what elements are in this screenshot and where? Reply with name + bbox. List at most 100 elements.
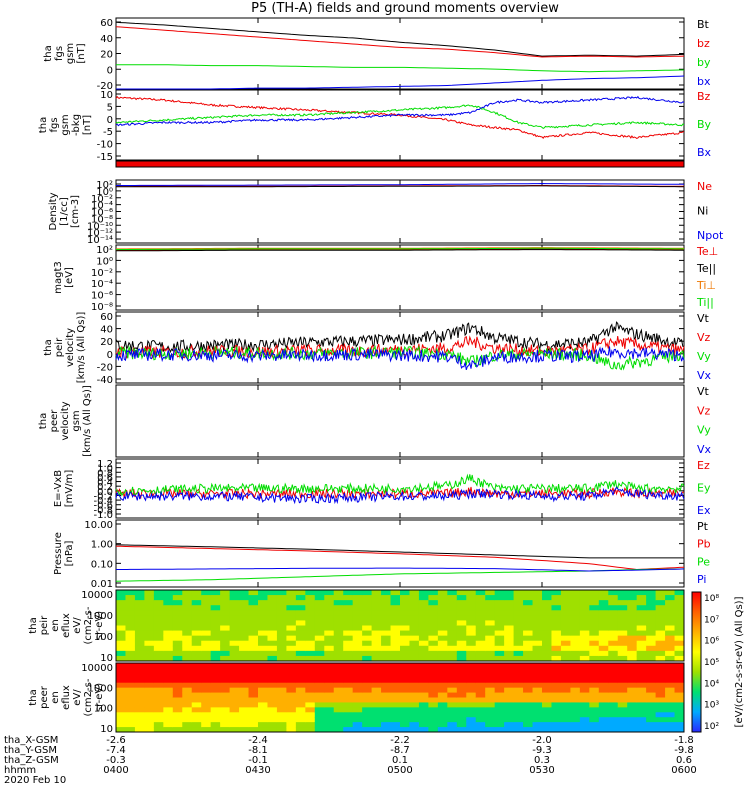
heatmap-cell bbox=[125, 692, 136, 698]
heatmap-cell bbox=[428, 667, 439, 674]
heatmap-cell bbox=[579, 667, 590, 674]
y-tick-label: 10⁰ bbox=[96, 256, 113, 267]
heatmap-cell bbox=[295, 610, 306, 616]
heatmap-cell bbox=[579, 702, 590, 708]
heatmap-cell bbox=[579, 712, 590, 718]
heatmap-cell bbox=[418, 615, 429, 621]
heatmap-cell bbox=[598, 672, 609, 679]
heatmap-cell bbox=[665, 702, 676, 708]
heatmap-cell bbox=[513, 650, 524, 657]
heatmap-cell bbox=[646, 672, 657, 679]
heatmap-cell bbox=[674, 692, 685, 698]
heatmap-cell bbox=[191, 687, 202, 694]
heatmap-cell bbox=[125, 600, 136, 606]
heatmap-cell bbox=[258, 682, 268, 689]
heatmap-cell bbox=[494, 630, 505, 637]
heatmap-cell bbox=[352, 702, 363, 708]
heatmap-cell bbox=[627, 605, 638, 611]
heatmap-cell bbox=[333, 625, 344, 632]
heatmap-cell bbox=[570, 645, 581, 652]
heatmap-cell bbox=[608, 682, 619, 689]
series-line-Ex bbox=[115, 486, 685, 505]
heatmap-cell bbox=[153, 687, 164, 694]
heatmap-cell bbox=[305, 692, 316, 698]
heatmap-cell bbox=[551, 707, 562, 713]
y-tick-label: 10² bbox=[96, 180, 113, 191]
heatmap-cell bbox=[144, 590, 155, 596]
heatmap-cell bbox=[674, 677, 685, 684]
heatmap-cell bbox=[542, 605, 552, 611]
heatmap-cell bbox=[608, 663, 619, 669]
heatmap-cell bbox=[295, 663, 306, 669]
heatmap-cell bbox=[362, 663, 373, 669]
heatmap-cell bbox=[248, 605, 259, 611]
heatmap-cell bbox=[627, 672, 638, 679]
heatmap-cell bbox=[447, 707, 458, 713]
heatmap-cell bbox=[390, 727, 401, 733]
heatmap-cell bbox=[570, 620, 581, 626]
heatmap-cell bbox=[134, 645, 145, 652]
heatmap-cell bbox=[333, 692, 344, 698]
heatmap-cell bbox=[551, 677, 562, 684]
heatmap-cell bbox=[333, 672, 344, 679]
heatmap-cell bbox=[560, 620, 571, 626]
heatmap-cell bbox=[400, 615, 410, 621]
heatmap-cell bbox=[636, 630, 647, 637]
heatmap-cell bbox=[116, 630, 126, 637]
heatmap-cell bbox=[674, 640, 685, 647]
heatmap-cell bbox=[153, 677, 164, 684]
heatmap-cell bbox=[286, 702, 297, 708]
heatmap-cell bbox=[286, 655, 297, 662]
heatmap-cell bbox=[674, 650, 685, 657]
heatmap-cell bbox=[267, 663, 278, 669]
heatmap-cell bbox=[485, 615, 496, 621]
heatmap-cell bbox=[371, 625, 382, 632]
heatmap-cell bbox=[655, 692, 666, 698]
heatmap-cell bbox=[409, 620, 420, 626]
y-tick-label: -0.4 bbox=[93, 496, 113, 507]
heatmap-cell bbox=[447, 605, 458, 611]
heatmap-cell bbox=[371, 635, 382, 642]
legend-entry: Vy bbox=[697, 424, 711, 437]
heatmap-cell bbox=[172, 615, 183, 621]
heatmap-cell bbox=[163, 692, 174, 698]
heatmap-cell bbox=[229, 722, 240, 728]
heatmap-cell bbox=[400, 625, 410, 632]
colorbar-tick-label: 10⁴ bbox=[704, 679, 719, 689]
panel-density: Density[1/cc][cm-3]10²10⁰10⁻²10⁻⁴10⁻⁶10⁻… bbox=[48, 179, 724, 246]
heatmap-cell bbox=[504, 630, 515, 637]
heatmap-cell bbox=[220, 610, 231, 616]
heatmap-cell bbox=[295, 672, 306, 679]
heatmap-cell bbox=[617, 712, 628, 718]
heatmap-cell bbox=[125, 620, 136, 626]
heatmap-cell bbox=[428, 630, 439, 637]
heatmap-cell bbox=[627, 600, 638, 606]
heatmap-cell bbox=[466, 697, 477, 703]
heatmap-cell bbox=[542, 672, 552, 679]
heatmap-cell bbox=[116, 687, 126, 694]
heatmap-cell bbox=[485, 605, 496, 611]
heatmap-cell bbox=[428, 697, 439, 703]
heatmap-cell bbox=[560, 605, 571, 611]
heatmap-cell bbox=[220, 605, 231, 611]
heatmap-cell bbox=[400, 707, 410, 713]
heatmap-cell bbox=[163, 702, 174, 708]
heatmap-cell bbox=[513, 712, 524, 718]
heatmap-cell bbox=[305, 655, 316, 662]
heatmap-cell bbox=[617, 702, 628, 708]
heatmap-cell bbox=[134, 722, 145, 728]
heatmap-cell bbox=[153, 645, 164, 652]
heatmap-cell bbox=[229, 635, 240, 642]
heatmap-cell bbox=[276, 663, 287, 669]
heatmap-cell bbox=[504, 672, 515, 679]
heatmap-cell bbox=[229, 650, 240, 657]
heatmap-cell bbox=[598, 615, 609, 621]
heatmap-cell bbox=[646, 625, 657, 632]
heatmap-cell bbox=[655, 610, 666, 616]
heatmap-cell bbox=[153, 595, 164, 601]
heatmap-cell bbox=[390, 672, 401, 679]
heatmap-cell bbox=[513, 663, 524, 669]
heatmap-cell bbox=[267, 682, 278, 689]
heatmap-cell bbox=[276, 610, 287, 616]
